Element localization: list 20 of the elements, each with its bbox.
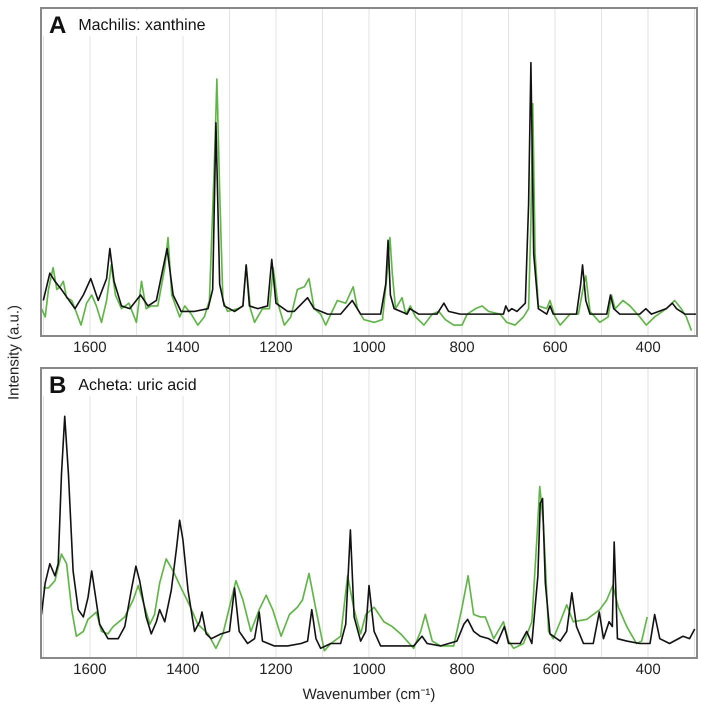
x-tick-label: 400 bbox=[636, 661, 661, 678]
x-tick-label: 400 bbox=[636, 339, 661, 356]
y-axis-title: Intensity (a.u.) bbox=[6, 304, 22, 402]
x-axis-title: Wavenumber (cm⁻¹) bbox=[302, 686, 436, 704]
x-tick-label: 1400 bbox=[166, 661, 200, 678]
x-tick-label: 600 bbox=[542, 661, 568, 678]
chart-title: A bbox=[49, 12, 66, 39]
x-tick-label: 1200 bbox=[259, 661, 293, 678]
x-tick-label: 1000 bbox=[352, 661, 386, 678]
chart-subtitle: Acheta: uric acid bbox=[78, 377, 197, 394]
x-tick-label: 800 bbox=[450, 661, 475, 678]
x-tick-label: 1600 bbox=[73, 661, 107, 678]
x-tick-label: 1400 bbox=[166, 339, 200, 356]
x-tick-label: 1200 bbox=[259, 339, 293, 356]
x-tick-label: 800 bbox=[450, 339, 475, 356]
chart-subtitle: Machilis: xanthine bbox=[78, 17, 206, 34]
x-tick-label: 1000 bbox=[352, 339, 386, 356]
x-tick-label: 1600 bbox=[73, 339, 107, 356]
x-tick-label: 600 bbox=[542, 339, 568, 356]
chart-title: B bbox=[49, 372, 66, 399]
